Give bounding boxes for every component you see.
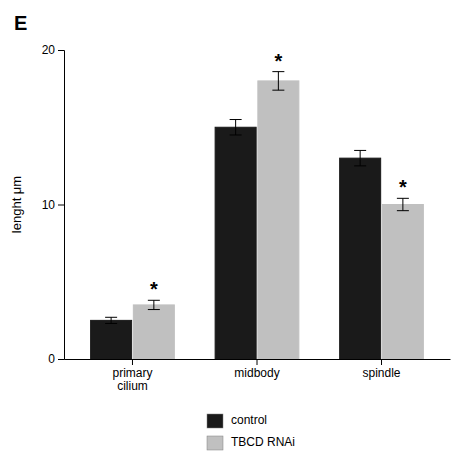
legend-item: TBCD RNAi [207,435,295,450]
x-tick-label-line: cilium [117,379,148,393]
y-axis-title: lenght μm [9,176,24,233]
annotation: * [274,50,282,72]
x-tick-label: midbody [234,366,279,380]
x-tick: spindle [363,359,401,380]
x-tick: midbody [234,359,279,380]
series-error-bars [148,72,409,310]
series-error-bars [105,120,366,324]
legend: control TBCD RNAi [207,413,295,450]
x-tick-label-line: primary [112,366,152,380]
annotation: * [150,278,158,300]
bar [258,81,299,359]
y-tick-mark [58,205,64,206]
x-tick-label: primarycilium [112,366,152,394]
plot: 0 10 20 primarycilium midbody spindle * * * [42,43,451,393]
y-tick-mark [58,359,64,360]
error-bar [272,72,284,91]
title: E [14,12,27,34]
y-tick: 10 [42,198,64,212]
x-tick-label-line: spindle [363,366,401,380]
annotations: * * * [150,50,407,301]
y-tick: 20 [42,43,64,57]
bar [133,305,174,359]
error-bar [397,198,409,210]
legend-label: control [231,413,267,427]
bar [91,320,132,359]
x-axis: primarycilium midbody spindle [65,359,451,393]
marks [91,72,424,359]
error-bar [354,150,366,165]
chart-container: 0 10 20 primarycilium midbody spindle * * * lengh… [0,0,474,474]
y-tick-label: 20 [42,43,56,57]
y-tick-label: 10 [42,198,56,212]
series-bars [133,81,423,359]
x-tick-mark [381,359,382,365]
x-tick-label: spindle [363,366,401,380]
y-axis-line [58,51,65,360]
error-bar [148,300,160,309]
chart-svg: 0 10 20 primarycilium midbody spindle * * * lengh… [0,0,474,474]
legend-label: TBCD RNAi [231,435,295,449]
y-tick: 0 [48,352,64,366]
legend-item: control [207,413,267,428]
error-bar [230,120,242,135]
bar [382,205,423,360]
x-tick: primarycilium [112,359,152,393]
y-axis: 0 10 20 [42,43,65,366]
series-bars [91,127,381,359]
error-bar [105,317,117,323]
legend-swatch [207,414,223,428]
annotation: * [399,176,407,198]
bar [215,127,256,359]
x-tick-mark [257,359,258,365]
y-tick-mark [58,50,64,51]
legend-swatch [207,436,223,450]
x-tick-label-line: midbody [234,366,279,380]
x-tick-mark [132,359,133,365]
bar [340,158,381,359]
y-tick-label: 0 [48,352,55,366]
